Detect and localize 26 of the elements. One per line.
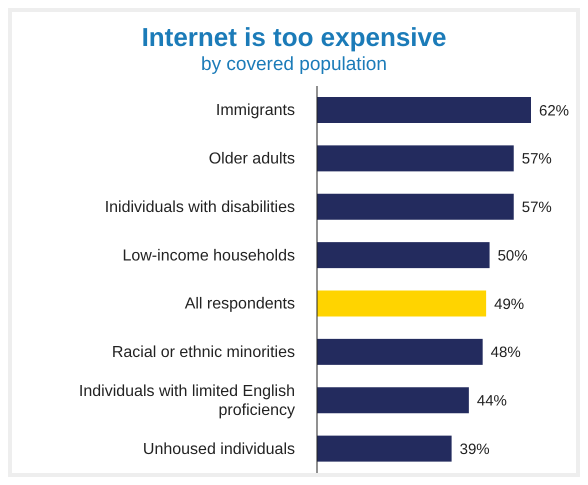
y-tick-label: Inidividuals with disabilities <box>104 198 295 216</box>
data-label: 50% <box>498 247 528 264</box>
y-tick-label: Low-income households <box>122 246 295 264</box>
chart-title: Internet is too expensive <box>140 22 448 52</box>
data-label: 57% <box>522 150 552 168</box>
data-label: 44% <box>476 392 507 410</box>
data-label: 48% <box>490 344 521 362</box>
bar <box>317 242 490 268</box>
bar <box>317 290 486 316</box>
data-label: 49% <box>494 296 524 313</box>
bar <box>317 145 514 172</box>
chart-subtitle: by covered population <box>200 53 388 77</box>
y-tick-label: Unhoused individuals <box>142 440 295 458</box>
bar <box>317 194 514 220</box>
y-tick-label: All respondents <box>184 295 295 312</box>
y-tick-label: Individuals with limited English proficiency <box>78 382 295 418</box>
bar <box>317 338 483 365</box>
y-tick-label: Racial or ethnic minorities <box>112 344 295 361</box>
data-label: 39% <box>460 440 490 458</box>
y-tick-label: Immigrants <box>216 102 295 119</box>
bar <box>317 387 469 414</box>
data-label: 62% <box>539 102 570 120</box>
y-tick-label: Older adults <box>208 150 295 168</box>
bar <box>317 436 452 462</box>
bar <box>317 97 531 123</box>
data-label: 57% <box>522 199 552 216</box>
